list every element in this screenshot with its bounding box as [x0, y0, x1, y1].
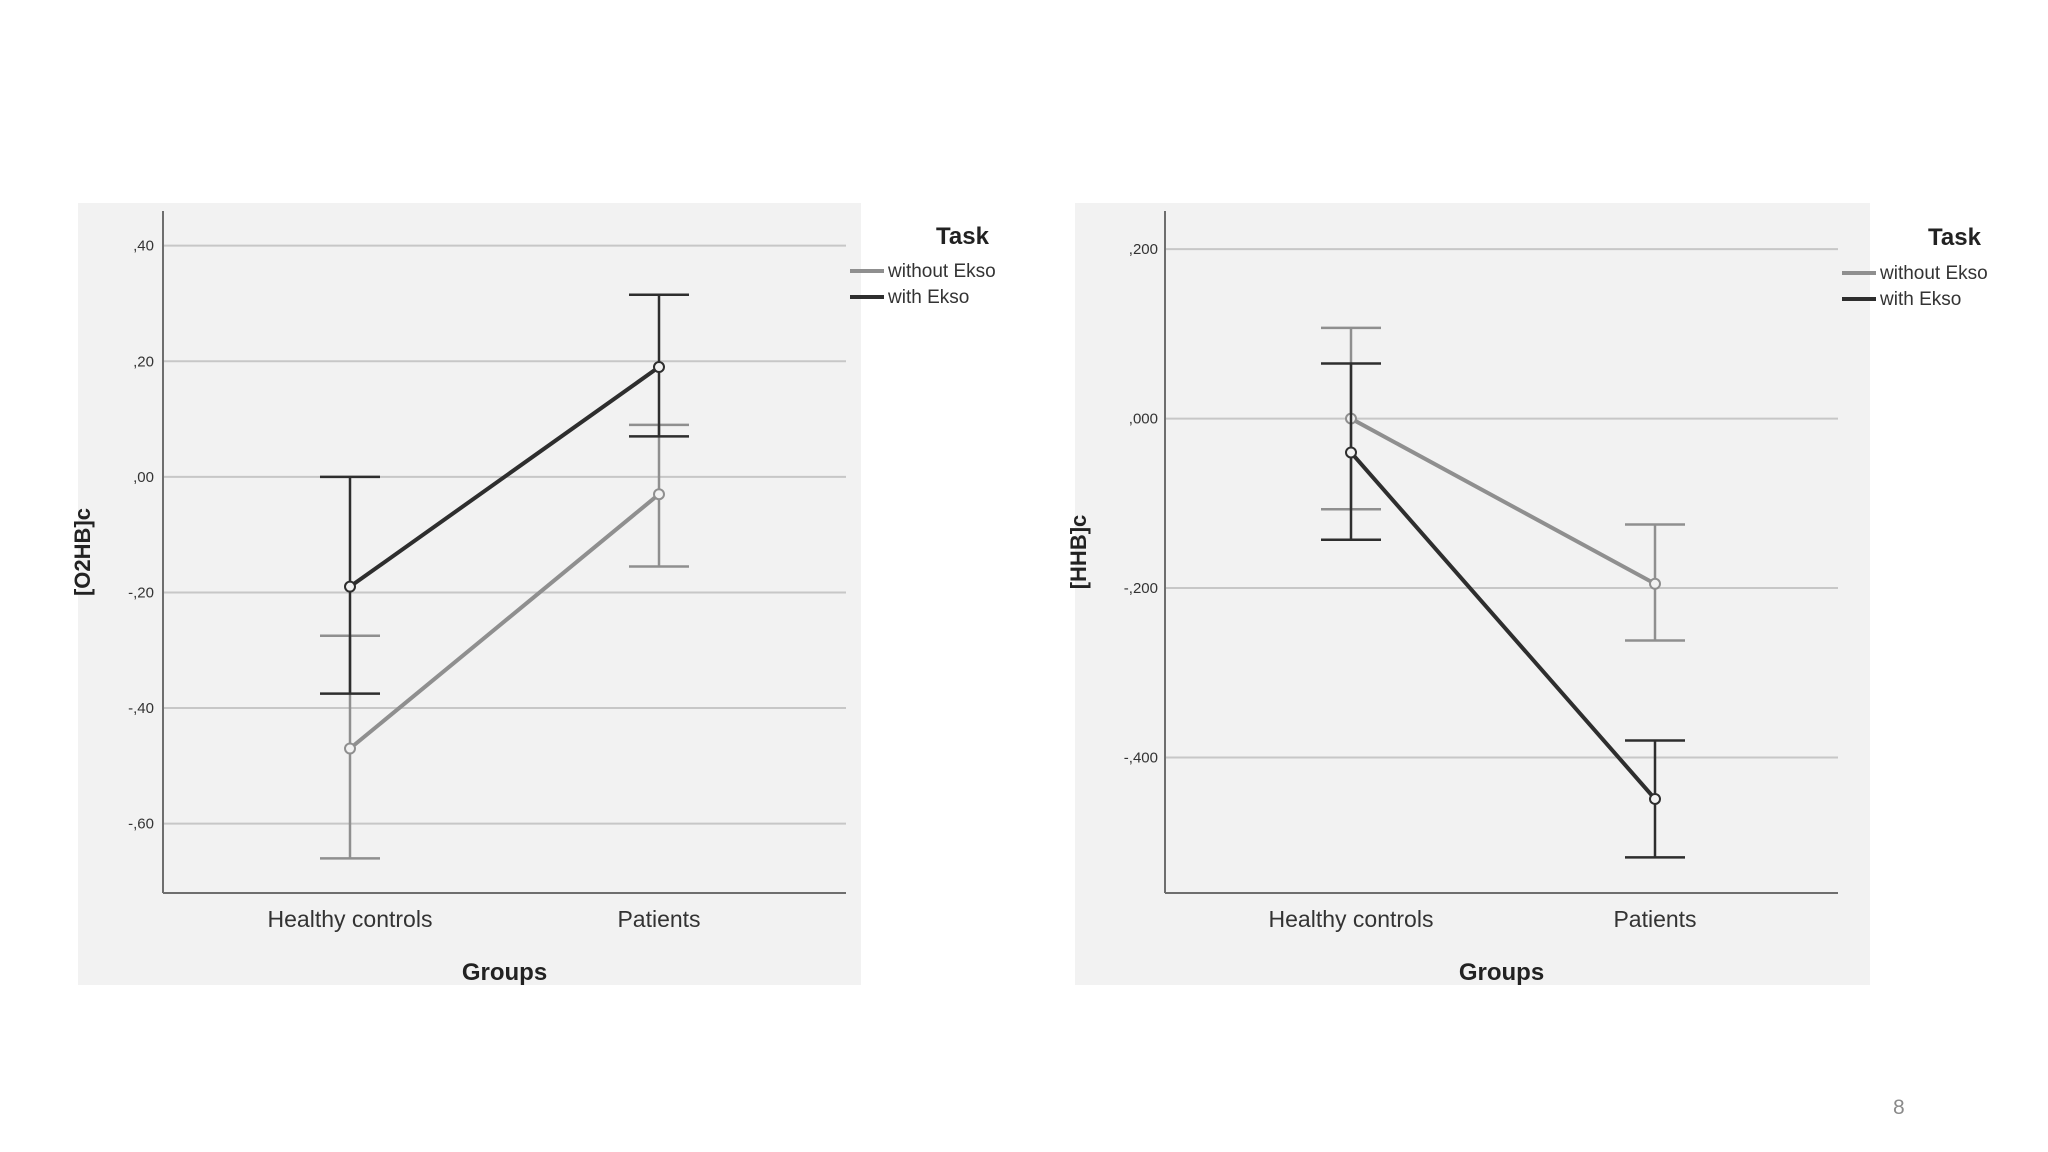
y-tick-label: -,40 — [128, 700, 154, 717]
y-tick-label: -,20 — [128, 584, 154, 601]
legend-label: without Ekso — [887, 261, 996, 282]
data-point — [653, 361, 665, 374]
y-tick-label: -,60 — [128, 816, 154, 833]
chart-panel-1: ,40 ,20 ,00 -,20 -,40 -,60 Healthy controls Pat… — [70, 203, 996, 986]
legend-label: without Ekso — [1879, 263, 1988, 284]
x-axis-title: Groups — [462, 959, 547, 986]
series-line — [348, 365, 661, 589]
legend-title: Task — [1928, 224, 1982, 251]
data-point — [1649, 577, 1661, 590]
x-tick-label: Patients — [617, 906, 700, 932]
x-tick-label: Healthy controls — [268, 906, 433, 932]
x-tick-label: Healthy controls — [1269, 906, 1434, 932]
chart-background — [1075, 203, 1870, 985]
legend-label: with Ekso — [1879, 289, 1961, 310]
y-tick-label: ,00 — [133, 469, 154, 486]
y-tick-label: ,200 — [1129, 241, 1158, 258]
chart-panel-2: ,200 ,000 -,200 -,400 Healthy controls Patien… — [1066, 203, 1988, 986]
x-tick-label: Patients — [1613, 906, 1696, 932]
y-tick-label: -,400 — [1124, 749, 1158, 766]
y-axis-title: [HHB]c — [1066, 515, 1091, 590]
y-tick-label: ,40 — [133, 238, 154, 255]
legend-title: Task — [936, 223, 990, 250]
chart-background — [78, 203, 861, 985]
data-point — [344, 742, 356, 755]
series-line — [1349, 416, 1657, 586]
y-axis-title: [O2HB]c — [70, 508, 95, 596]
page-number: 8 — [1893, 1096, 1905, 1119]
x-axis-title: Groups — [1459, 959, 1544, 986]
data-point — [1649, 792, 1661, 805]
data-point — [653, 488, 665, 501]
data-point — [344, 580, 356, 593]
series-line — [348, 492, 661, 751]
series-line — [1349, 450, 1657, 801]
legend-label: with Ekso — [887, 287, 969, 308]
y-tick-label: ,20 — [133, 353, 154, 370]
y-tick-label: ,000 — [1129, 411, 1158, 428]
y-tick-label: -,200 — [1124, 580, 1158, 597]
data-point — [1345, 446, 1357, 459]
